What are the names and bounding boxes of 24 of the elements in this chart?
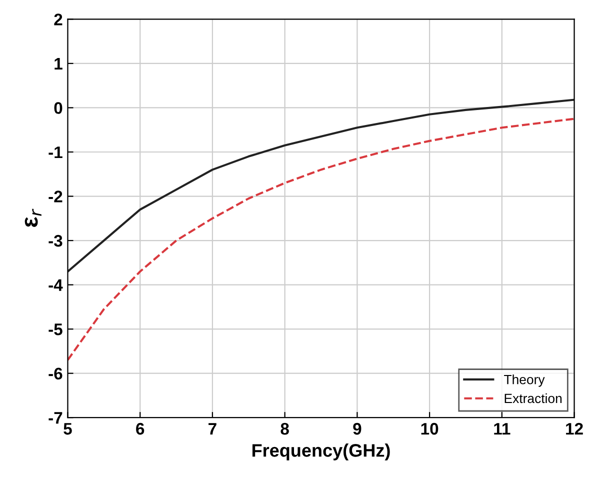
y-tick-label: 0: [54, 102, 62, 114]
x-tick-label: 8: [280, 422, 289, 435]
y-tick-label: -5: [48, 324, 62, 336]
line-series: [68, 118, 574, 362]
y-tick-label: 2: [54, 14, 62, 26]
x-tick-label: 5: [64, 423, 72, 435]
line-series: [68, 98, 574, 273]
y-tick-label: -1: [48, 146, 62, 158]
x-tick-label: 11: [494, 423, 510, 435]
legend-label: Theory: [504, 374, 545, 387]
y-tick-label: -2: [48, 190, 62, 202]
y-tick-label: -7: [48, 412, 62, 424]
x-tick-label: 7: [208, 423, 216, 435]
y-tick-label: -6: [48, 368, 62, 380]
x-tick-label: 10: [421, 422, 438, 435]
x-tick-label: 9: [353, 422, 362, 435]
x-axis-title: Frequency(GHz): [252, 444, 390, 460]
y-tick-label: -4: [48, 279, 63, 291]
y-axis-title: ε$_{r}$: [24, 208, 42, 227]
x-tick-label: 12: [566, 422, 583, 435]
x-tick-label: 6: [136, 422, 144, 435]
y-tick-label: -3: [48, 234, 62, 247]
legend-label: Extraction: [504, 393, 562, 404]
y-tick-label: 1: [54, 58, 62, 70]
